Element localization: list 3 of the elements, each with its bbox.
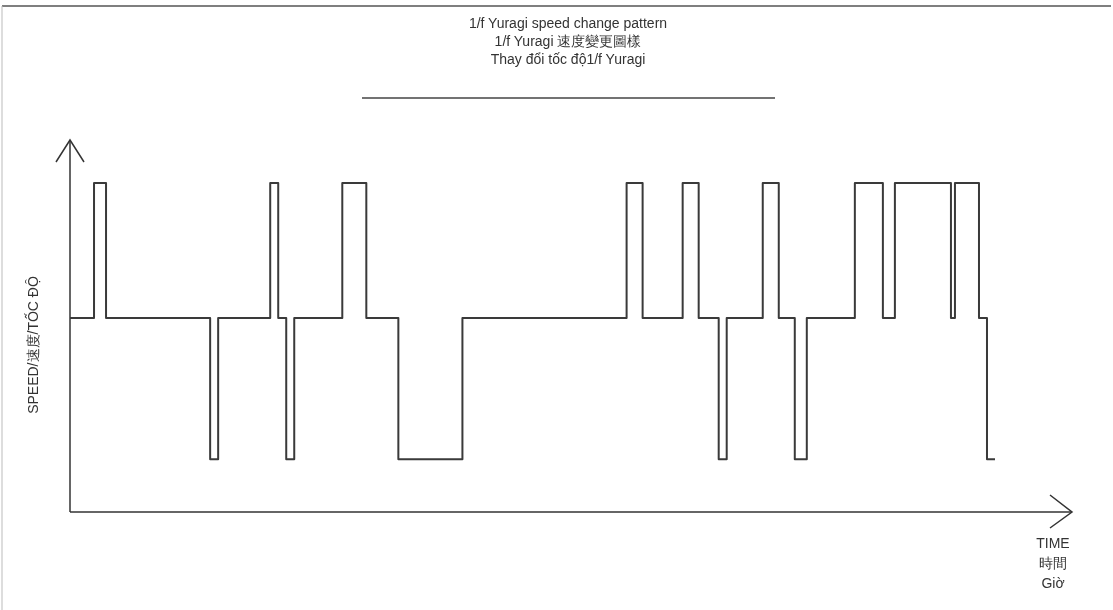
y-axis-title: SPEED/速度/TỐC ĐỘ — [24, 276, 41, 414]
chart-title: 1/f Yuragi speed change pattern 1/f Yuragi 速度變更圖樣 Thay đổi tốc độ1/f Yuragi — [468, 15, 668, 67]
x-axis-title: TIME 時間 Giờ — [1036, 535, 1070, 591]
